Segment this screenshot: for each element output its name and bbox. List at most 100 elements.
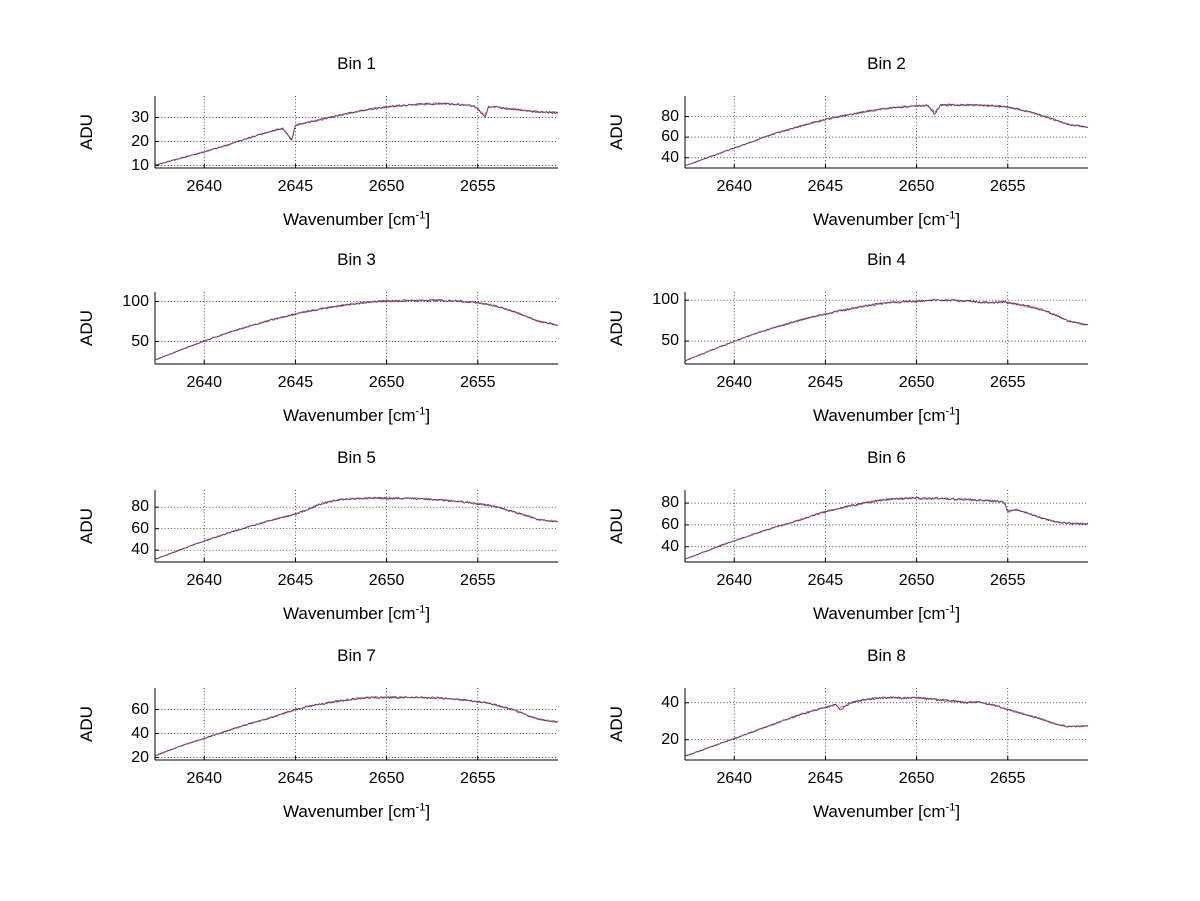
y-tick-label: 50 xyxy=(661,332,679,350)
x-tick-label: 2650 xyxy=(898,374,935,391)
y-axis-label: ADU xyxy=(77,508,96,544)
subplot-bin-1: Bin 1 ADU Wavenumber [cm-1] 10 20 30 2640 2645 2… xyxy=(77,54,620,262)
plot-area: 10 20 30 2640 2645 2650 2655 xyxy=(131,96,559,195)
y-tick-label: 80 xyxy=(131,498,149,516)
subplot-bin-3: Bin 3 ADU Wavenumber [cm-1] 50 100 2640 2645 26… xyxy=(77,250,620,458)
plot-area: 40 60 80 2640 2645 2650 2655 xyxy=(661,96,1089,195)
x-tick-label: 2645 xyxy=(807,374,844,391)
y-tick-label: 20 xyxy=(131,748,149,766)
x-axis-label: Wavenumber [cm-1] xyxy=(685,210,1088,230)
x-tick-label: 2655 xyxy=(459,770,496,787)
spectrum-plot xyxy=(154,490,559,563)
x-axis-label-exponent: -1 xyxy=(415,801,426,814)
x-tick-label: 2645 xyxy=(277,572,314,589)
plot-area: 50 100 2640 2645 2650 2655 xyxy=(652,291,1089,391)
x-axis-label-text: Wavenumber [cm xyxy=(282,210,416,229)
x-axis-label: Wavenumber [cm-1] xyxy=(685,406,1088,426)
spectrum-plot xyxy=(684,96,1089,169)
x-axis-label-bracket: ] xyxy=(955,604,961,623)
x-tick-label: 2655 xyxy=(989,374,1026,391)
y-axis-label: ADU xyxy=(77,310,96,346)
spectrum-plot xyxy=(154,96,559,169)
subplot-title: Bin 7 xyxy=(337,646,376,665)
subplot-title: Bin 5 xyxy=(337,448,376,467)
x-axis-label-text: Wavenumber [cm xyxy=(812,210,946,229)
x-tick-label: 2640 xyxy=(186,572,223,589)
x-tick-label: 2655 xyxy=(459,178,496,195)
y-tick-label: 60 xyxy=(131,519,149,537)
data-series-measured-spectrum xyxy=(154,695,559,757)
subplot-title: Bin 2 xyxy=(867,54,906,73)
subplot-bin-8: Bin 8 ADU Wavenumber [cm-1] 20 40 2640 2645 265… xyxy=(607,646,1150,854)
x-tick-label: 2640 xyxy=(716,178,753,195)
y-axis-label: ADU xyxy=(607,508,626,544)
x-tick-label: 2640 xyxy=(716,770,753,787)
x-tick-label: 2650 xyxy=(898,572,935,589)
x-tick-label: 2655 xyxy=(989,770,1026,787)
x-tick-label: 2645 xyxy=(807,178,844,195)
x-tick-label: 2650 xyxy=(898,178,935,195)
data-series-model-spectrum xyxy=(684,298,1089,362)
x-axis-label-bracket: ] xyxy=(425,802,431,821)
x-axis-label-bracket: ] xyxy=(425,406,431,425)
subplot-bin-6: Bin 6 ADU Wavenumber [cm-1] 40 60 80 2640 2645 2… xyxy=(607,448,1150,656)
y-tick-label: 10 xyxy=(131,156,149,174)
x-tick-label: 2650 xyxy=(368,374,405,391)
x-tick-label: 2650 xyxy=(898,770,935,787)
data-series-measured-spectrum xyxy=(684,496,1089,560)
data-series-model-spectrum xyxy=(684,496,1089,560)
data-series-measured-spectrum xyxy=(154,299,559,361)
x-tick-label: 2655 xyxy=(459,374,496,391)
x-tick-label: 2650 xyxy=(368,770,405,787)
x-axis-label-exponent: -1 xyxy=(945,603,956,616)
x-tick-label: 2640 xyxy=(716,572,753,589)
x-tick-label: 2645 xyxy=(807,770,844,787)
x-axis-label-exponent: -1 xyxy=(415,405,426,418)
data-series-measured-spectrum xyxy=(154,102,559,166)
y-tick-label: 20 xyxy=(131,132,149,150)
data-series-measured-spectrum xyxy=(684,696,1089,757)
y-axis-label: ADU xyxy=(607,114,626,150)
data-series-model-spectrum xyxy=(684,103,1089,167)
x-axis-label-bracket: ] xyxy=(425,604,431,623)
x-tick-label: 2655 xyxy=(989,572,1026,589)
subplot-title: Bin 6 xyxy=(867,448,906,467)
x-axis-label-bracket: ] xyxy=(425,210,431,229)
plot-area: 50 100 2640 2645 2650 2655 xyxy=(122,292,559,391)
y-axis-label: ADU xyxy=(77,706,96,742)
data-series-model-spectrum xyxy=(154,496,559,560)
x-tick-label: 2640 xyxy=(186,178,223,195)
y-tick-label: 30 xyxy=(131,108,149,126)
y-tick-label: 100 xyxy=(652,291,679,309)
spectrum-plot xyxy=(154,292,559,365)
x-axis-label: Wavenumber [cm-1] xyxy=(155,802,558,822)
plot-area: 40 60 80 2640 2645 2650 2655 xyxy=(661,490,1089,589)
x-tick-label: 2640 xyxy=(186,770,223,787)
y-tick-label: 50 xyxy=(131,332,149,350)
y-tick-label: 80 xyxy=(661,494,679,512)
x-axis-label: Wavenumber [cm-1] xyxy=(685,802,1088,822)
subplot-bin-5: Bin 5 ADU Wavenumber [cm-1] 40 60 80 2640 2645 2… xyxy=(77,448,620,656)
data-series-measured-spectrum xyxy=(684,103,1089,167)
x-axis-label-text: Wavenumber [cm xyxy=(282,604,416,623)
x-tick-label: 2650 xyxy=(368,178,405,195)
spectrum-plot xyxy=(684,688,1089,761)
x-axis-label-exponent: -1 xyxy=(415,603,426,616)
x-tick-label: 2645 xyxy=(277,178,314,195)
x-tick-label: 2645 xyxy=(277,770,314,787)
subplot-bin-4: Bin 4 ADU Wavenumber [cm-1] 50 100 2640 2645 26… xyxy=(607,250,1150,458)
x-axis-label: Wavenumber [cm-1] xyxy=(155,406,558,426)
y-tick-label: 40 xyxy=(131,724,149,742)
data-series-model-spectrum xyxy=(684,696,1089,757)
y-tick-label: 60 xyxy=(661,515,679,533)
x-axis-label-text: Wavenumber [cm xyxy=(812,802,946,821)
y-axis-label: ADU xyxy=(77,114,96,150)
x-axis-label: Wavenumber [cm-1] xyxy=(685,604,1088,624)
y-tick-label: 40 xyxy=(661,148,679,166)
x-tick-label: 2650 xyxy=(368,572,405,589)
x-axis-label: Wavenumber [cm-1] xyxy=(155,210,558,230)
x-axis-label-text: Wavenumber [cm xyxy=(812,604,946,623)
plot-area: 20 40 60 2640 2645 2650 2655 xyxy=(131,688,559,787)
data-series-model-spectrum xyxy=(154,695,559,757)
subplot-title: Bin 3 xyxy=(337,250,376,269)
